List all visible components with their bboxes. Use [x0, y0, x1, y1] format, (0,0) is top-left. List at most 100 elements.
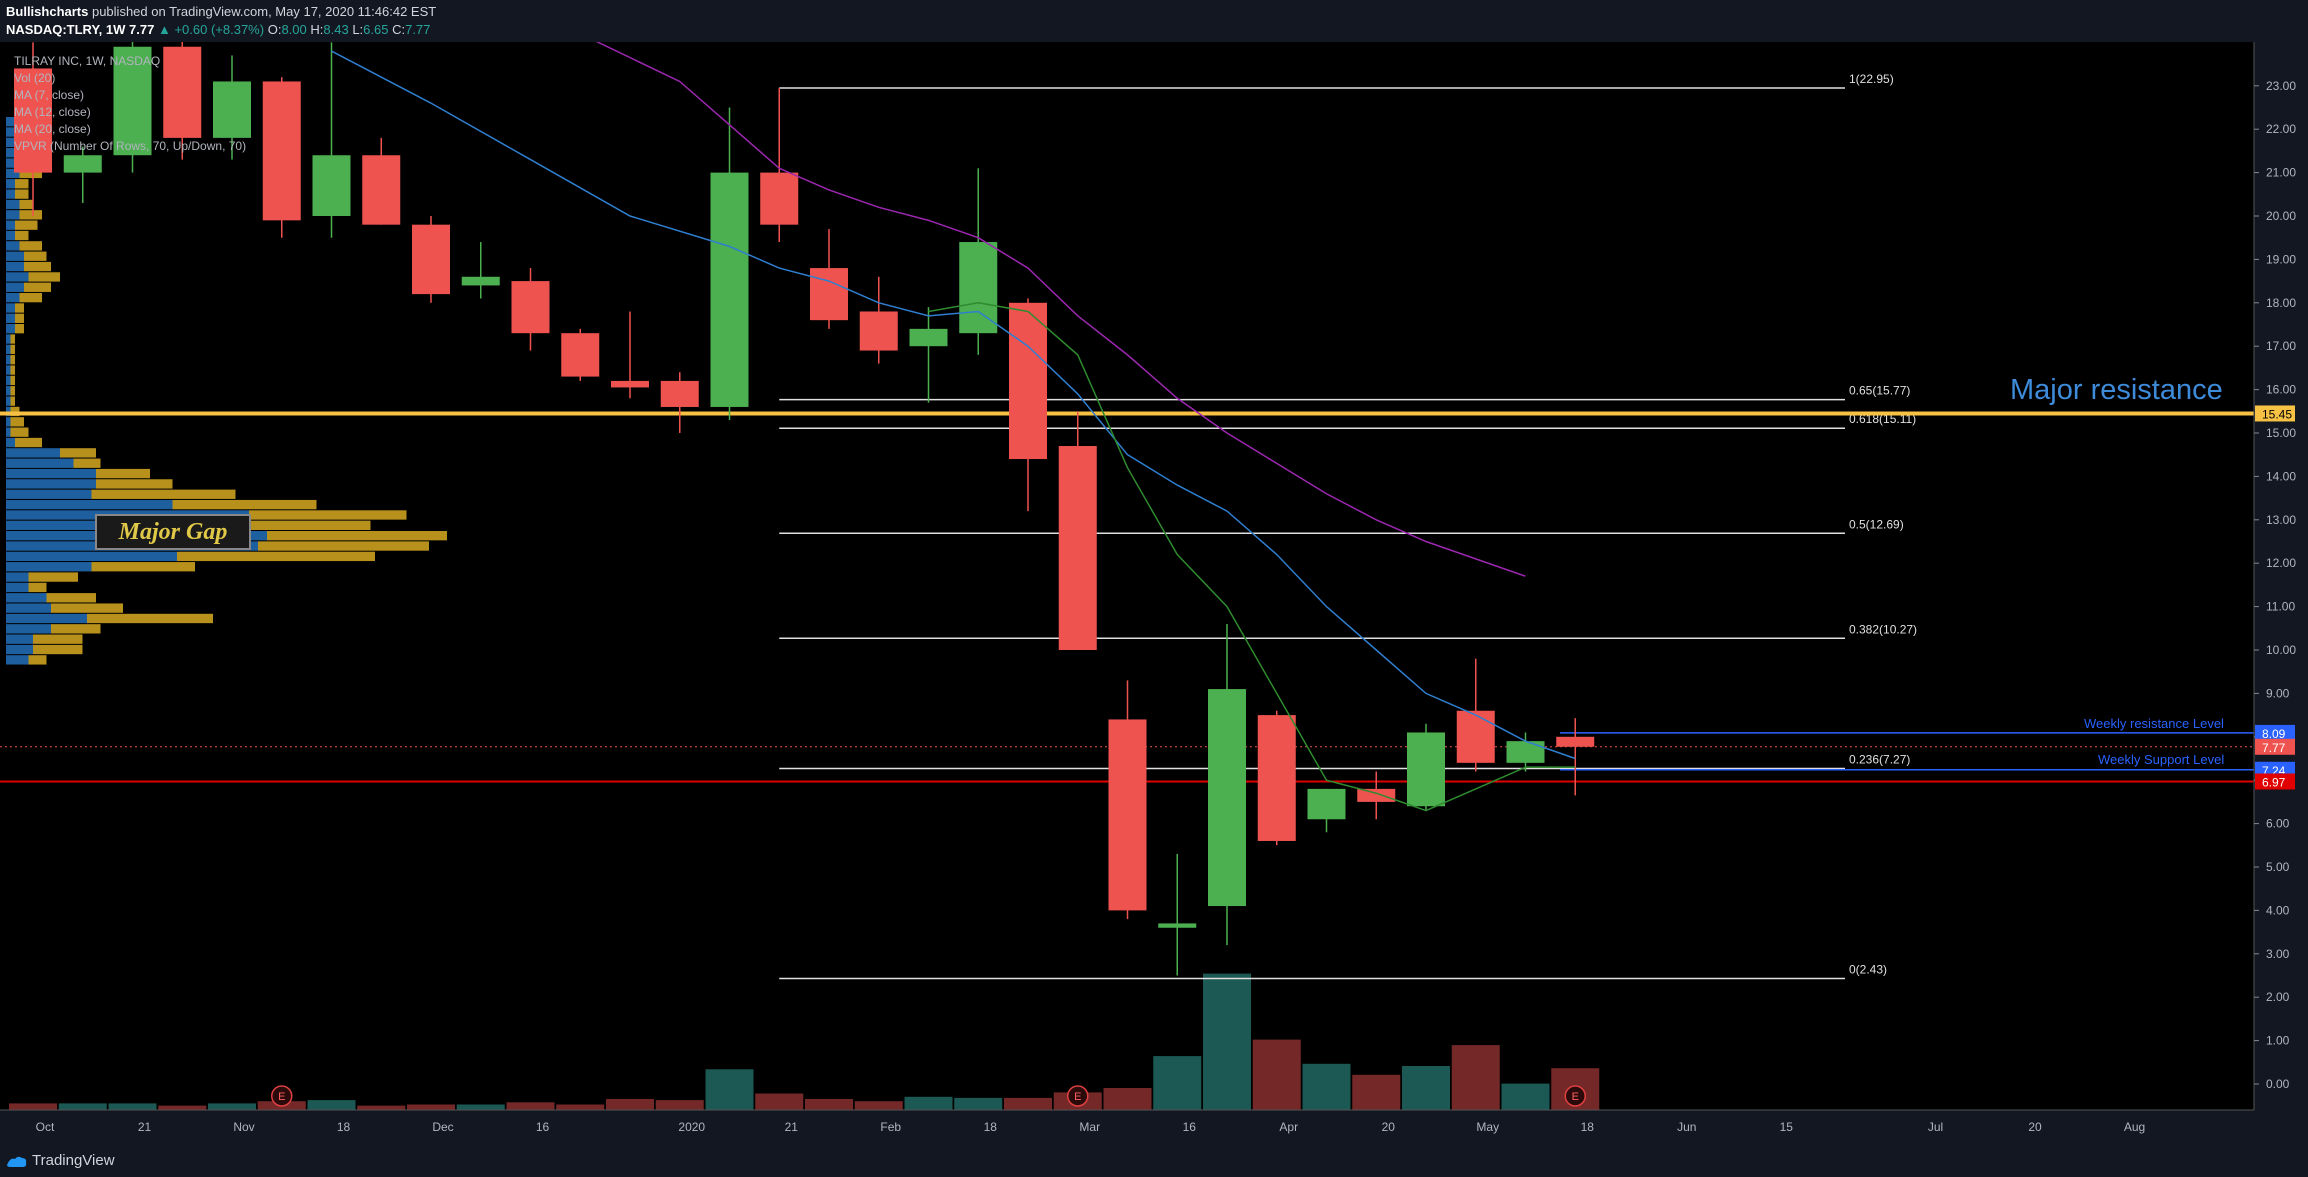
vpvr-up-bar [6, 137, 20, 148]
vpvr-up-bar [6, 261, 24, 272]
vpvr-up-bar [6, 292, 20, 303]
legend-vol[interactable]: Vol (20) [14, 71, 56, 85]
x-tick-label: Jun [1677, 1120, 1696, 1134]
x-tick-label: Mar [1079, 1120, 1100, 1134]
vpvr-up-bar [6, 199, 20, 210]
legend-ma20[interactable]: MA (20, close) [14, 122, 91, 136]
vpvr-down-bar [91, 562, 195, 572]
vpvr-up-bar [6, 282, 24, 292]
vpvr-up-bar [6, 427, 11, 437]
vpvr-up-bar [6, 179, 15, 189]
earnings-label: E [278, 1091, 285, 1103]
major-gap-label: Major Gap [95, 514, 251, 550]
vpvr-down-bar [10, 386, 15, 396]
y-tick-label: 17.00 [2266, 339, 2296, 353]
volume-bar [506, 1102, 555, 1110]
vpvr-up-bar [6, 644, 33, 655]
x-tick-label: Aug [2124, 1120, 2145, 1134]
vpvr-down-bar [19, 210, 42, 220]
open-value: 8.00 [281, 22, 307, 37]
volume-bar [705, 1069, 754, 1110]
volume-bar [854, 1101, 903, 1110]
fib-label: 1(22.95) [1849, 72, 1894, 86]
vpvr-down-bar [24, 282, 51, 292]
price-tag-label: 15.45 [2262, 407, 2292, 421]
volume-bar [357, 1105, 406, 1110]
candle-body [63, 155, 102, 173]
earnings-marker: E [1067, 1085, 1089, 1107]
open-label: O: [267, 22, 282, 37]
x-tick-label: 16 [1183, 1120, 1197, 1134]
candle-body [113, 46, 152, 156]
volume-bar [1501, 1083, 1550, 1110]
price-chart[interactable]: 1(22.95) 0.65(15.77) 0.618(15.11) 0.5(12.69… [0, 42, 2308, 1145]
vpvr-up-bar [6, 168, 20, 179]
x-tick-label: Apr [1279, 1120, 1298, 1134]
x-tick-label: 18 [337, 1120, 351, 1134]
vpvr-down-bar [10, 355, 15, 365]
volume-bar [1004, 1097, 1052, 1110]
fib-label: 0.65(15.77) [1849, 384, 1910, 398]
vpvr-up-bar [6, 189, 15, 199]
y-tick-label: 10.00 [2266, 643, 2296, 657]
vpvr-down-bar [33, 634, 83, 644]
vpvr-down-bar [91, 489, 236, 499]
vpvr-down-bar [10, 334, 15, 344]
vpvr-up-bar [6, 613, 87, 624]
vpvr-up-bar [6, 344, 11, 355]
vpvr-down-bar [51, 624, 101, 634]
x-tick-label: 20 [1382, 1120, 1396, 1134]
vpvr-up-bar [6, 251, 24, 261]
y-tick-label: 5.00 [2266, 860, 2290, 874]
publisher-name[interactable]: Bullishcharts [6, 4, 89, 19]
volume-bar [1203, 973, 1251, 1110]
y-tick-label: 6.00 [2266, 817, 2290, 831]
candle-body [312, 155, 351, 216]
vpvr-up-bar [6, 603, 51, 613]
price-tag-label: 8.09 [2262, 727, 2286, 741]
time-axis [0, 1110, 2308, 1145]
y-tick-label: 15.00 [2266, 426, 2296, 440]
price-axis [2254, 42, 2308, 1145]
weekly-resistance-label: Weekly resistance Level [2084, 716, 2224, 731]
candle-body [1407, 732, 1445, 807]
candle-body [760, 172, 799, 225]
volume-bar [606, 1099, 654, 1110]
vpvr-down-bar [28, 572, 78, 582]
y-tick-label: 21.00 [2266, 166, 2296, 180]
vpvr-down-bar [10, 427, 29, 437]
fib-label: 0.236(7.27) [1849, 752, 1910, 766]
vpvr-up-bar [6, 468, 96, 479]
vpvr-up-bar [6, 458, 74, 468]
vpvr-down-bar [15, 189, 29, 199]
x-tick-label: 18 [984, 1120, 998, 1134]
tradingview-brand[interactable]: TradingView [32, 1152, 115, 1169]
y-tick-label: 3.00 [2266, 947, 2290, 961]
x-tick-label: Jul [1928, 1120, 1943, 1134]
vpvr-down-bar [19, 241, 42, 251]
vpvr-up-bar [6, 241, 20, 251]
price-tag-bg [2255, 738, 2295, 755]
candle-body [1556, 736, 1595, 747]
volume-bar [1252, 1039, 1301, 1110]
legend-ma12[interactable]: MA (12, close) [14, 105, 91, 119]
earnings-circle [1067, 1085, 1089, 1107]
fib-label: 0(2.43) [1849, 963, 1887, 977]
legend-vpvr[interactable]: VPVR (Number Of Rows, 70, Up/Down, 70) [14, 139, 247, 153]
volume-bar [1153, 1056, 1202, 1110]
price-tag-bg [2255, 405, 2295, 422]
vpvr-up-bar [6, 386, 11, 396]
x-tick-label: 20 [2028, 1120, 2042, 1134]
low-value: 6.65 [363, 22, 389, 37]
vpvr-up-bar [6, 437, 15, 448]
candle-body [1456, 710, 1495, 763]
publisher-line: Bullishcharts published on TradingView.c… [6, 4, 436, 19]
x-tick-label: 21 [138, 1120, 152, 1134]
symbol-label[interactable]: NASDAQ:TLRY, 1W [6, 22, 126, 37]
earnings-label: E [1572, 1091, 1579, 1103]
x-tick-label: 16 [536, 1120, 550, 1134]
candle-body [859, 311, 898, 351]
candle-body [1058, 446, 1097, 650]
vpvr-up-bar [6, 220, 15, 230]
legend-ma7[interactable]: MA (7, close) [14, 88, 85, 102]
